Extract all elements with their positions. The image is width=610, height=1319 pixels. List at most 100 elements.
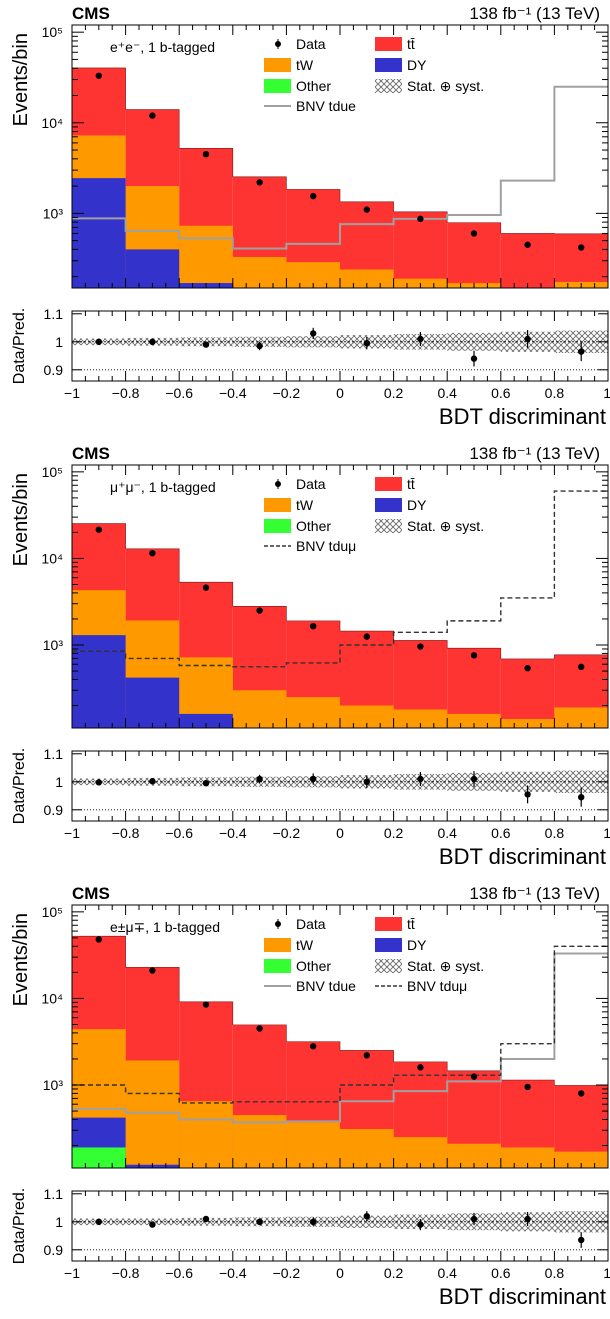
lumi-label: 138 fb⁻¹ (13 TeV) xyxy=(469,4,600,23)
cms-label: CMS xyxy=(72,444,110,463)
data-point xyxy=(417,643,424,650)
ratio-point xyxy=(149,778,156,785)
legend-entry-dy: DY xyxy=(375,57,427,73)
ratio-point xyxy=(470,355,478,362)
data-point xyxy=(524,241,531,248)
y-tick-label: 10⁴ xyxy=(41,115,63,131)
legend-entry-other: Other xyxy=(264,78,331,94)
total-outline xyxy=(71,67,608,288)
x-tick-label: −0.6 xyxy=(165,385,193,401)
data-point xyxy=(149,112,156,119)
ratio-point xyxy=(310,330,317,337)
ratio-point xyxy=(202,1215,210,1223)
y-tick-label: 10⁴ xyxy=(41,990,63,1006)
legend-label: Data xyxy=(296,36,326,52)
legend-swatch xyxy=(264,58,291,72)
data-point xyxy=(524,664,531,672)
legend-swatch xyxy=(375,959,402,973)
lumi-label: 138 fb⁻¹ (13 TeV) xyxy=(469,884,600,903)
bar-tW xyxy=(179,225,233,288)
x-axis-label: BDT discriminant xyxy=(439,1284,606,1309)
x-tick-label: 0.8 xyxy=(545,385,565,401)
data-point xyxy=(256,607,263,614)
ratio-y-axis-label: Data/Pred. xyxy=(11,1188,28,1264)
bar-dy xyxy=(72,178,126,288)
x-tick-label: −1 xyxy=(64,385,80,401)
bar-tW xyxy=(393,1137,448,1168)
data-point xyxy=(524,1083,531,1091)
legend-label: Data xyxy=(296,476,326,492)
x-tick-label: −0.8 xyxy=(112,385,140,401)
data-point xyxy=(149,549,156,557)
bar-tW xyxy=(232,256,287,288)
bar-dy xyxy=(125,677,180,728)
y-tick-label: 10³ xyxy=(43,205,64,221)
bar-dy xyxy=(72,635,126,728)
data-point xyxy=(578,663,585,671)
cms-label: CMS xyxy=(72,4,110,23)
legend-label: BNV tduμ xyxy=(296,538,356,554)
ratio-point xyxy=(310,775,317,783)
legend-label: tt̄ xyxy=(407,476,415,492)
data-point xyxy=(256,1025,263,1032)
ratio-point xyxy=(363,340,370,347)
ratio-point xyxy=(524,1215,531,1223)
data-point xyxy=(95,72,103,79)
x-tick-label: −0.6 xyxy=(165,825,193,841)
legend-label: DY xyxy=(407,937,427,953)
x-tick-label: 0.6 xyxy=(491,385,511,401)
data-point xyxy=(417,1064,424,1071)
ratio-point xyxy=(578,794,585,801)
x-tick-label: 0.4 xyxy=(437,825,457,841)
legend-entry-ttbar: tt̄ xyxy=(375,476,415,492)
ratio-point xyxy=(524,335,531,343)
ratio-point xyxy=(417,1221,424,1228)
lumi-label: 138 fb⁻¹ (13 TeV) xyxy=(469,444,600,463)
y-tick-label: 10⁵ xyxy=(42,464,63,480)
legend-swatch xyxy=(375,58,402,72)
x-tick-label: 1 xyxy=(603,1265,610,1281)
data-point xyxy=(310,192,317,200)
data-point xyxy=(578,244,585,251)
legend-label: DY xyxy=(407,497,427,513)
channel-label: e±μ∓, 1 b-tagged xyxy=(110,919,220,935)
legend-label: DY xyxy=(407,57,427,73)
x-tick-label: −0.4 xyxy=(219,825,247,841)
legend-data-marker xyxy=(275,41,281,47)
channel-label: e⁺e⁻, 1 b-tagged xyxy=(110,39,215,55)
ratio-point xyxy=(95,1218,103,1225)
x-tick-label: 0.8 xyxy=(545,1265,565,1281)
legend-entry-dy: DY xyxy=(375,497,427,513)
legend-entry-ttbar: tt̄ xyxy=(375,916,415,932)
x-tick-label: −0.4 xyxy=(219,385,247,401)
legend-label: BNV tdue xyxy=(296,98,356,114)
signal-line-bnv_tdue xyxy=(72,952,608,1124)
legend-swatch xyxy=(264,79,291,93)
legend-entry-unc: Stat. ⊕ syst. xyxy=(375,78,484,94)
y-tick-label: 10⁴ xyxy=(41,550,63,566)
data-point xyxy=(578,1090,585,1097)
legend-swatch xyxy=(375,498,402,512)
legend-label: tt̄ xyxy=(407,36,415,52)
x-tick-label: 0.6 xyxy=(491,825,511,841)
ratio-point xyxy=(95,779,103,786)
chart-panel-2: CMS 138 fb⁻¹ (13 TeV) 10³ 10⁴ 10⁵ Events/bin μ… xyxy=(10,444,610,869)
chart-panel-1: CMS 138 fb⁻¹ (13 TeV) 10³ 10⁴ 10⁵ Events/bin e… xyxy=(10,4,610,429)
ratio-tick-label: 1.1 xyxy=(44,306,64,322)
legend-swatch xyxy=(375,477,402,491)
bar-tW xyxy=(340,705,394,728)
y-axis-label: Events/bin xyxy=(10,33,32,126)
legend-swatch xyxy=(375,917,402,931)
legend-swatch xyxy=(375,37,402,51)
total-outline xyxy=(71,523,608,728)
y-tick-label: 10³ xyxy=(43,1077,64,1093)
ratio-point xyxy=(256,775,263,783)
x-tick-label: 0.8 xyxy=(545,825,565,841)
bar-tW xyxy=(179,1101,233,1168)
signal-line-bnv_tdumu xyxy=(72,945,608,1104)
ratio-point xyxy=(417,335,424,343)
x-tick-label: −0.6 xyxy=(165,1265,193,1281)
ratio-y-axis-label: Data/Pred. xyxy=(11,748,28,824)
data-point xyxy=(310,622,317,630)
ratio-point xyxy=(202,341,210,348)
